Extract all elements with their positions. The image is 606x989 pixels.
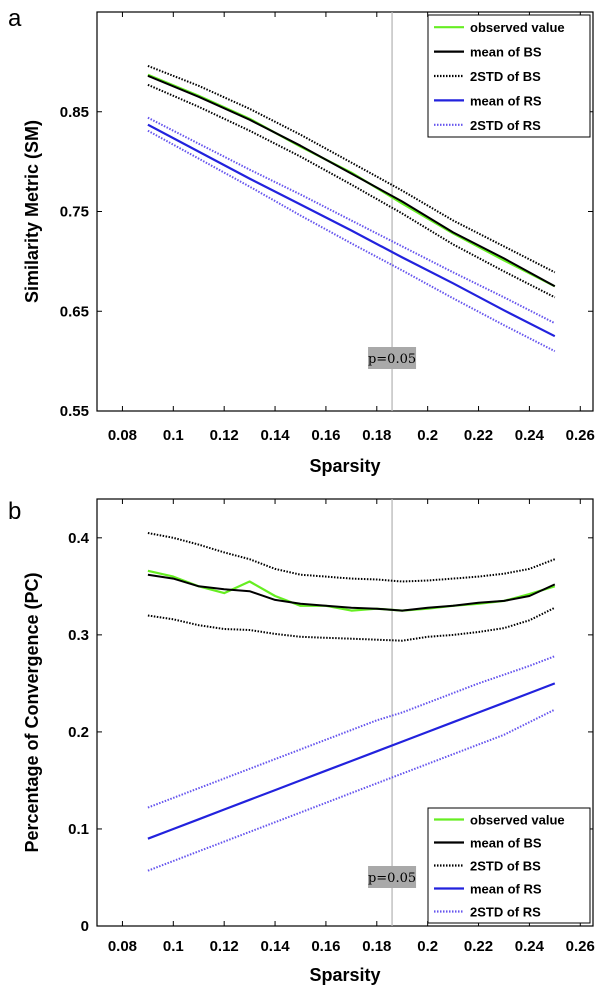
legend-label: mean of BS <box>470 45 542 60</box>
threshold-label-text: p=0.05 <box>368 871 416 886</box>
x-axis-title: Sparsity <box>309 965 380 985</box>
series-line-mean-of-rs <box>147 123 556 338</box>
x-tick-label: 0.22 <box>464 938 493 955</box>
x-tick-label: 0.24 <box>515 427 545 444</box>
x-tick-label: 0.24 <box>515 938 545 955</box>
y-tick-label: 0 <box>81 918 89 935</box>
legend-label: mean of RS <box>470 882 542 897</box>
legend-label: 2STD of RS <box>470 905 541 920</box>
legend: observed value mean of BS 2STD of BS mean o… <box>427 14 591 138</box>
legend-label: 2STD of BS <box>470 859 541 874</box>
x-tick-label: 0.26 <box>566 427 595 444</box>
series-line-2std-of-rs <box>147 116 556 325</box>
threshold-label-box <box>368 347 417 369</box>
x-tick-label: 0.12 <box>210 427 239 444</box>
series-line-mean-of-bs <box>147 573 556 612</box>
chart-panel-b: b 0.08 0.1 0.12 0.14 0.16 0.18 0.2 0.22 0.24 0.26 0… <box>8 498 595 985</box>
x-tick-label: 0.1 <box>163 938 184 955</box>
x-tick-label: 0.26 <box>566 938 595 955</box>
series-line-mean-of-rs <box>147 682 556 840</box>
y-tick-label: 0.55 <box>60 403 89 420</box>
x-tick-label: 0.18 <box>362 938 391 955</box>
chart-panel-a: a 0.08 0.1 0.12 0.14 0.16 0.18 0.2 0.22 0.24 0.26 0… <box>8 5 595 476</box>
legend-label: observed value <box>470 813 565 828</box>
x-tick-label: 0.18 <box>362 427 391 444</box>
series-line-2std-of-bs <box>147 606 556 642</box>
y-tick-label: 0.75 <box>60 204 89 221</box>
series-line-observed-value <box>147 569 556 612</box>
legend-label: observed value <box>470 20 565 35</box>
panel-letter: b <box>8 498 21 525</box>
series-line-2std-of-bs <box>147 532 556 583</box>
y-tick-label: 0.65 <box>60 303 89 320</box>
x-tick-label: 0.2 <box>417 938 438 955</box>
x-tick-label: 0.2 <box>417 427 438 444</box>
x-tick-label: 0.22 <box>464 427 493 444</box>
threshold-label: p=0.05 <box>368 347 416 369</box>
panel-letter: a <box>8 5 22 32</box>
x-tick-label: 0.1 <box>163 427 184 444</box>
y-tick-label: 0.2 <box>68 724 89 741</box>
y-tick-label: 0.4 <box>68 530 90 547</box>
threshold-label-box <box>368 866 417 888</box>
legend-label: 2STD of RS <box>470 118 541 133</box>
legend-box <box>427 14 591 138</box>
y-axis-title: Similarity Metric (SM) <box>22 120 42 303</box>
legend: observed value mean of BS 2STD of BS mean o… <box>427 807 591 924</box>
threshold-label-text: p=0.05 <box>368 352 416 367</box>
threshold-label: p=0.05 <box>368 866 416 888</box>
legend-label: mean of BS <box>470 836 542 851</box>
x-tick-label: 0.14 <box>260 938 290 955</box>
x-tick-label: 0.16 <box>311 427 340 444</box>
series-line-2std-of-rs <box>147 708 556 872</box>
x-tick-label: 0.08 <box>108 427 137 444</box>
x-tick-label: 0.14 <box>260 427 290 444</box>
plot-frame <box>96 498 594 927</box>
x-tick-label: 0.08 <box>108 938 137 955</box>
legend-label: 2STD of BS <box>470 69 541 84</box>
y-tick-label: 0.85 <box>60 104 89 121</box>
x-tick-label: 0.16 <box>311 938 340 955</box>
series-line-2std-of-bs <box>147 64 556 274</box>
legend-label: mean of RS <box>470 93 542 108</box>
series-line-mean-of-bs <box>147 74 556 288</box>
x-axis-title: Sparsity <box>309 456 380 476</box>
x-tick-label: 0.12 <box>210 938 239 955</box>
y-axis-title: Percentage of Convergence (PC) <box>22 572 42 852</box>
y-tick-label: 0.3 <box>68 627 89 644</box>
y-tick-label: 0.1 <box>68 821 89 838</box>
series-line-2std-of-rs <box>147 655 556 809</box>
